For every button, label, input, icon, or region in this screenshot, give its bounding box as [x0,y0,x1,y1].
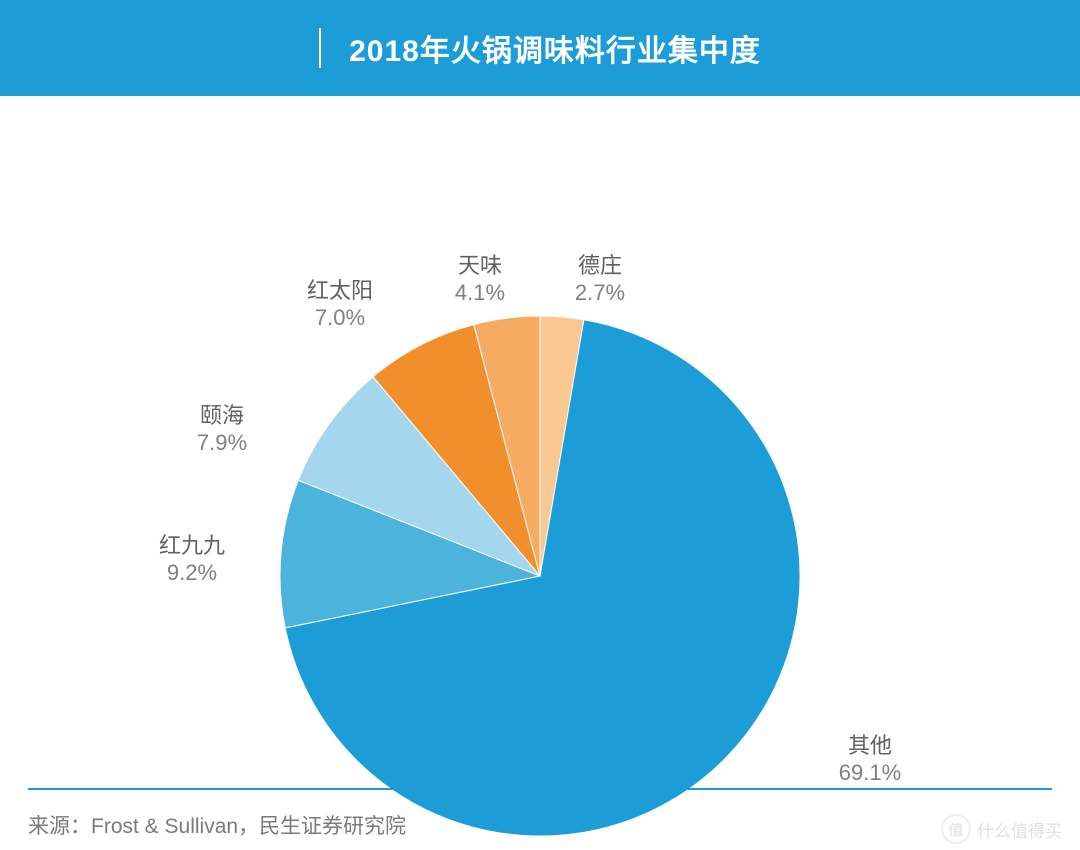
slice-percent: 2.7% [540,280,660,306]
watermark-text: 什么值得买 [977,817,1062,842]
pie-slice-label: 红太阳7.0% [280,273,400,331]
slice-percent: 9.2% [132,560,252,586]
footer-rule [28,788,1052,790]
watermark: 值 什么值得买 [941,814,1062,844]
slice-name: 德庄 [540,248,660,280]
source-text: 来源：Frost & Sullivan，民生证券研究院 [28,810,406,840]
watermark-badge-icon: 值 [941,814,971,844]
slice-name: 天味 [420,248,540,280]
slice-name: 红九九 [132,528,252,560]
pie-chart: 德庄2.7% 其他69.1% 红九九9.2% 颐海7.9% 红太阳7.0% 天味4.1% [0,96,1080,850]
slice-name: 颐海 [162,398,282,430]
slice-percent: 7.0% [280,305,400,331]
slice-percent: 4.1% [420,280,540,306]
pie-slice-label: 德庄2.7% [540,248,660,306]
slice-name: 其他 [810,728,930,760]
slice-percent: 69.1% [810,760,930,786]
pie-slice-label: 天味4.1% [420,248,540,306]
slice-percent: 7.9% [162,430,282,456]
title-divider [319,28,321,68]
pie-slice-label: 红九九9.2% [132,528,252,586]
pie-slice-label: 颐海7.9% [162,398,282,456]
title-bar: 2018年火锅调味料行业集中度 [0,0,1080,96]
slice-name: 红太阳 [280,273,400,305]
pie-slice-label: 其他69.1% [810,728,930,786]
chart-title: 2018年火锅调味料行业集中度 [349,26,761,70]
